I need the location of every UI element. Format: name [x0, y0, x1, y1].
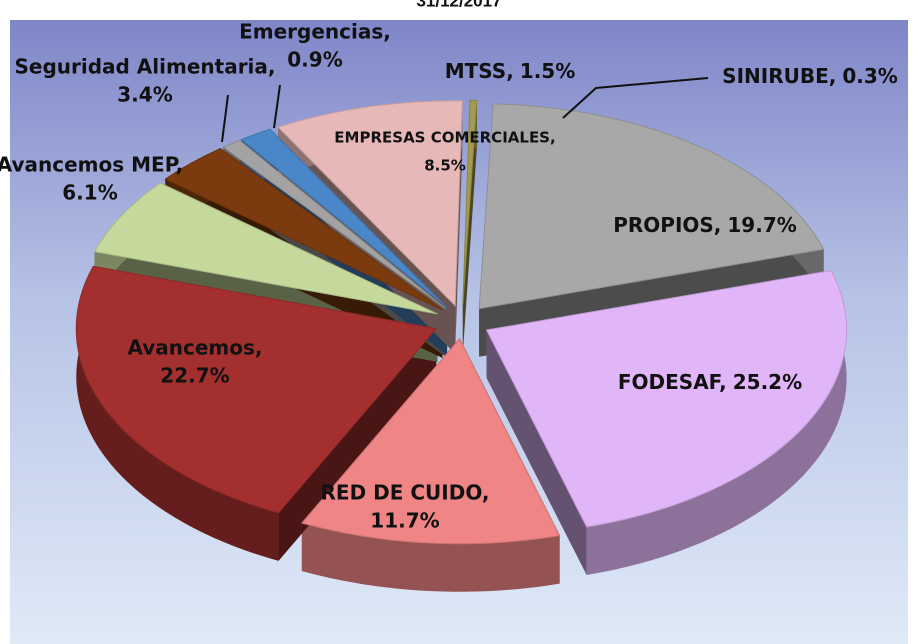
slice: [164, 148, 443, 311]
slice: [277, 100, 463, 307]
slice: [222, 139, 446, 309]
label-part: PROPIOS,: [613, 213, 721, 237]
label-part: FODESAF,: [618, 370, 727, 394]
data-label-category: Emergencias,: [239, 20, 391, 44]
slice-tops: [75, 99, 848, 545]
data-label-category: EMPRESAS COMERCIALES,: [334, 129, 555, 147]
slice-wall: [486, 330, 587, 575]
slice: [75, 265, 438, 514]
data-label-category: Seguridad Alimentaria,: [14, 55, 275, 79]
slice-side: [76, 266, 279, 561]
label-part: 19.7%: [727, 213, 796, 237]
data-label: PROPIOS, 19.7%: [613, 213, 797, 237]
label-part: 0.3%: [842, 64, 897, 88]
data-label: SINIRUBE, 0.3%: [722, 64, 898, 88]
chart-title: 31/12/2017: [416, 0, 501, 10]
label-part: 1.5%: [520, 59, 575, 83]
slice-side: [586, 270, 847, 575]
label-part: 25.2%: [733, 370, 802, 394]
label-part: MTSS,: [445, 59, 514, 83]
data-label-value: 3.4%: [117, 83, 172, 107]
label-part: SINIRUBE,: [722, 64, 836, 88]
leader-line: [273, 84, 281, 129]
slice: [478, 103, 825, 310]
slice: [462, 99, 478, 306]
data-labels: SINIRUBE, 0.3% PROPIOS, 19.7% FODESAF, 25.2% R…: [0, 20, 898, 533]
slice: [485, 270, 848, 528]
leader-line: [221, 94, 229, 143]
data-label-value: 22.7%: [160, 364, 229, 388]
data-label: MTSS, 1.5%: [445, 59, 576, 83]
slice-side: [301, 523, 560, 592]
leader-line: [562, 77, 709, 119]
slice: [300, 337, 561, 545]
slice: [240, 128, 448, 309]
slice-wall: [278, 328, 437, 561]
data-label-value: 6.1%: [62, 181, 117, 205]
data-label: FODESAF, 25.2%: [618, 370, 802, 394]
slice-wall: [462, 100, 477, 354]
data-label-value: 0.9%: [287, 48, 342, 72]
data-label-value: 11.7%: [370, 509, 439, 533]
data-label-category: RED DE CUIDO,: [321, 481, 490, 505]
data-label-category: Avancemos,: [127, 336, 262, 360]
slice: [93, 182, 438, 315]
data-label-value: 8.5%: [424, 157, 466, 175]
data-label-category: Avancemos MEP,: [0, 153, 183, 177]
